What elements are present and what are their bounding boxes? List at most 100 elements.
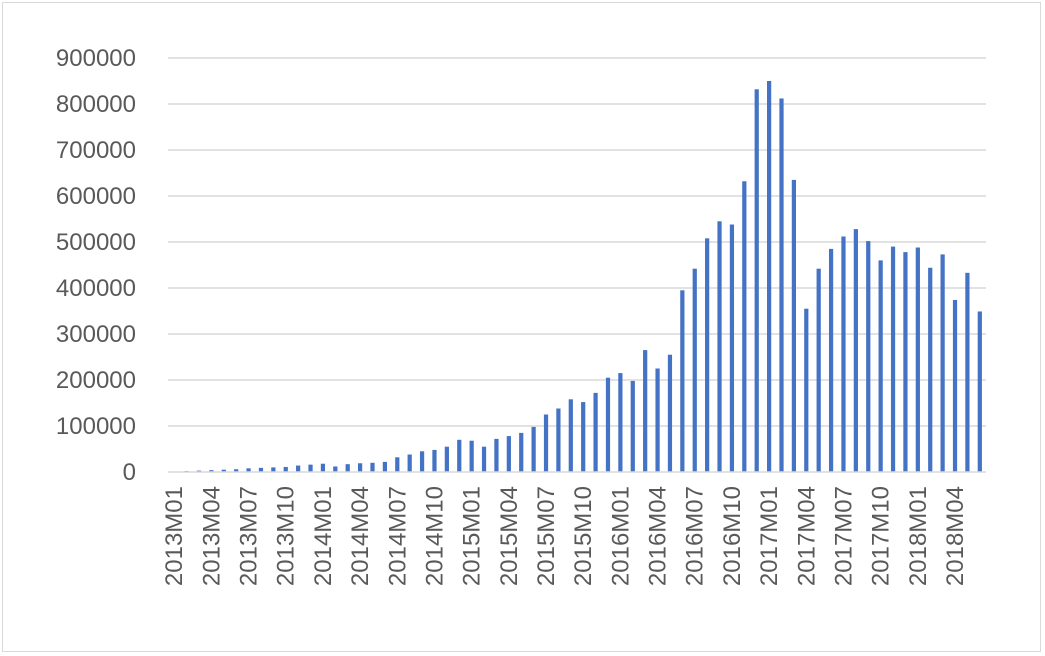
bar [915, 247, 920, 472]
x-tick-label: 2013M07 [236, 486, 263, 586]
bar [246, 468, 251, 472]
bar [469, 440, 474, 472]
bar [333, 466, 338, 472]
bar [506, 436, 511, 472]
x-tick-label: 2015M10 [570, 486, 597, 586]
bar [481, 446, 487, 472]
y-tick-label: 900000 [56, 45, 136, 72]
x-tick-label: 2017M07 [830, 486, 857, 586]
gridlines [168, 57, 986, 427]
y-tick-label: 600000 [56, 183, 136, 210]
bar-series [172, 81, 982, 472]
x-tick-label: 2013M04 [198, 486, 225, 586]
y-tick-label: 700000 [56, 137, 136, 164]
bar [283, 466, 288, 472]
y-axis-ticks: 0 100000 200000 300000 400000 500000 600000 700… [56, 45, 136, 486]
bar [928, 267, 933, 472]
bar [308, 464, 313, 472]
x-tick-label: 2015M01 [459, 486, 486, 586]
bar [605, 377, 611, 472]
x-tick-label: 2014M07 [384, 486, 411, 586]
x-tick-label: 2013M01 [161, 486, 188, 586]
bar [221, 469, 226, 472]
bar [816, 268, 821, 472]
bar [296, 465, 301, 472]
bar [940, 254, 945, 472]
bar [357, 463, 363, 472]
x-tick-label: 2014M10 [421, 486, 448, 586]
bar [432, 449, 437, 472]
bar [754, 89, 759, 472]
bar [234, 469, 239, 472]
bar [779, 98, 784, 472]
bar [643, 350, 648, 472]
bar [680, 290, 685, 472]
bar [804, 308, 809, 472]
bar [667, 354, 673, 472]
y-tick-label: 200000 [56, 367, 136, 394]
x-tick-label: 2014M04 [347, 486, 374, 586]
y-tick-label: 500000 [56, 229, 136, 256]
bar [766, 81, 772, 472]
bar [395, 457, 400, 472]
y-tick-label: 300000 [56, 321, 136, 348]
bar [841, 236, 846, 472]
bar [853, 229, 858, 472]
bar [457, 439, 462, 472]
bar [903, 252, 908, 472]
x-tick-label: 2018M04 [942, 486, 969, 586]
bar [692, 268, 697, 472]
bar [581, 402, 586, 472]
x-tick-label: 2015M07 [533, 486, 560, 586]
bar [531, 426, 536, 472]
x-tick-label: 2018M01 [905, 486, 932, 586]
y-tick-label: 100000 [56, 413, 136, 440]
x-tick-label: 2017M10 [868, 486, 895, 586]
x-tick-label: 2016M01 [607, 486, 634, 586]
x-tick-label: 2016M04 [645, 486, 672, 586]
bar [729, 224, 735, 472]
x-tick-label: 2015M04 [496, 486, 523, 586]
bar [593, 392, 598, 472]
bar [717, 221, 722, 472]
y-tick-label: 400000 [56, 275, 136, 302]
bar [568, 399, 573, 472]
bar [407, 454, 412, 472]
bar [655, 368, 660, 472]
x-tick-label: 2014M01 [310, 486, 337, 586]
bar [556, 408, 561, 472]
bar [543, 414, 549, 472]
bar [965, 272, 970, 472]
bar [791, 179, 797, 472]
y-tick-label: 800000 [56, 91, 136, 118]
bar [444, 446, 449, 472]
bar [742, 181, 747, 472]
bar [271, 467, 276, 472]
x-tick-label: 2013M10 [273, 486, 300, 586]
y-tick-label: 0 [123, 459, 136, 486]
bar [419, 451, 425, 472]
x-axis-ticks: 2013M01 2013M04 2013M07 2013M10 2014M01 2014M… [161, 486, 969, 586]
bar [977, 311, 982, 472]
bar [382, 461, 388, 472]
bar [828, 248, 834, 472]
bar [519, 432, 524, 472]
bar [705, 238, 710, 472]
bar [952, 299, 958, 472]
x-tick-label: 2016M10 [719, 486, 746, 586]
bar [618, 373, 623, 472]
bar [320, 463, 326, 472]
bar [890, 246, 896, 472]
bar [866, 241, 871, 472]
bar [494, 438, 499, 472]
bar [258, 467, 264, 472]
bar [209, 470, 214, 472]
x-tick-label: 2016M07 [682, 486, 709, 586]
bar [370, 462, 375, 472]
x-tick-label: 2017M01 [756, 486, 783, 586]
bar [630, 380, 635, 472]
bar [345, 464, 350, 472]
x-tick-label: 2017M04 [793, 486, 820, 586]
bar [878, 260, 883, 472]
